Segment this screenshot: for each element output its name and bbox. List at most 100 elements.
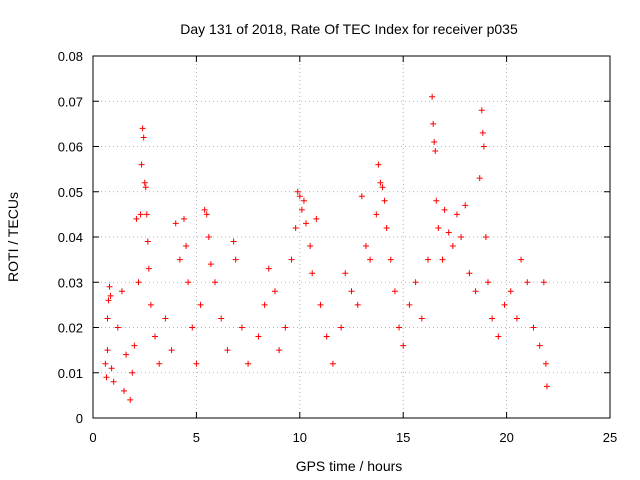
data-point [207,261,214,268]
data-point [180,215,187,222]
data-point [313,215,320,222]
data-point [185,279,192,286]
data-point [265,265,272,272]
y-tick-label: 0.05 [58,185,83,200]
data-point [162,315,169,322]
data-point [373,211,380,218]
data-point [298,206,305,213]
data-point [307,243,314,250]
data-point [501,301,508,308]
data-point [203,211,210,218]
data-point [110,378,117,385]
data-point [495,333,502,340]
data-point [103,374,110,381]
data-point [123,351,130,358]
data-point [152,333,159,340]
data-point [300,197,307,204]
data-point [441,206,448,213]
x-axis-ticks: 0 5 10 15 20 25 [89,56,617,445]
data-point [294,188,301,195]
data-point [142,184,149,191]
y-axis-label: ROTI / TECUs [5,192,21,282]
y-tick-label: 0.08 [58,49,83,64]
data-point [377,179,384,186]
data-point [479,129,486,136]
data-point [381,197,388,204]
data-point [530,324,537,331]
data-point [107,292,114,299]
data-point [141,179,148,186]
data-point [383,224,390,231]
data-point [329,360,336,367]
data-point [296,193,303,200]
data-point [348,288,355,295]
data-point [387,256,394,263]
y-tick-label: 0.07 [58,94,83,109]
data-point [106,283,113,290]
data-point [104,347,111,354]
data-point [238,324,245,331]
data-point [472,288,479,295]
x-tick-label: 5 [193,430,200,445]
data-point [102,360,109,367]
data-point [362,243,369,250]
data-point [536,342,543,349]
data-point [445,229,452,236]
data-point [108,365,115,372]
data-point [143,211,150,218]
x-tick-label: 25 [603,430,617,445]
data-point [309,270,316,277]
data-point [439,256,446,263]
data-point [104,315,111,322]
data-points [102,93,550,403]
data-point [172,220,179,227]
data-point [282,324,289,331]
data-point [114,324,121,331]
data-point [432,148,439,155]
data-point [205,234,212,240]
data-point [317,301,324,308]
data-point [261,301,268,308]
data-point [144,238,151,245]
y-tick-label: 0.02 [58,321,83,336]
data-point [156,360,163,367]
data-point [193,360,200,367]
y-tick-label: 0.04 [58,230,83,245]
x-axis-label: GPS time / hours [296,458,403,474]
data-point [183,243,190,250]
data-point [276,347,283,354]
data-point [129,369,136,376]
data-point [406,301,413,308]
data-point [255,333,262,340]
data-point [358,193,365,200]
x-tick-label: 10 [293,430,307,445]
data-point [489,315,496,322]
y-tick-label: 0 [76,411,83,426]
data-point [131,342,138,349]
data-point [218,315,225,322]
data-point [323,333,330,340]
data-point [430,120,437,127]
data-point [197,301,204,308]
data-point [145,265,152,272]
data-point [232,256,239,263]
data-point [431,138,438,145]
data-point [449,243,456,250]
data-point [168,347,175,354]
data-point [435,224,442,231]
data-point [354,301,361,308]
data-point [540,279,547,286]
data-point [478,107,485,114]
data-point [480,143,487,150]
y-tick-label: 0.06 [58,140,83,155]
data-point [138,161,145,168]
data-point [476,175,483,182]
data-point [518,256,525,263]
data-point [118,288,125,295]
data-point [338,324,345,331]
data-point [230,238,237,245]
y-tick-label: 0.01 [58,366,83,381]
data-point [391,288,398,295]
data-point [245,360,252,367]
